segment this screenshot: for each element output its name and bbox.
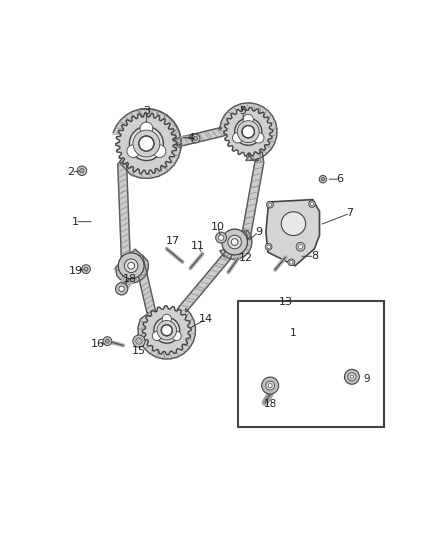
Circle shape <box>222 229 247 255</box>
Circle shape <box>237 120 259 143</box>
Text: 15: 15 <box>132 345 146 356</box>
Circle shape <box>152 332 162 341</box>
Polygon shape <box>266 199 320 266</box>
Circle shape <box>161 325 172 336</box>
Polygon shape <box>244 311 363 426</box>
Circle shape <box>298 245 303 249</box>
Text: 10: 10 <box>211 222 225 232</box>
Circle shape <box>296 243 305 251</box>
Circle shape <box>119 286 124 292</box>
Circle shape <box>133 335 145 347</box>
Circle shape <box>321 177 325 181</box>
Circle shape <box>344 369 359 384</box>
Circle shape <box>290 261 293 264</box>
Circle shape <box>136 338 142 344</box>
Circle shape <box>118 253 144 279</box>
Circle shape <box>154 317 180 343</box>
Circle shape <box>106 339 110 343</box>
Text: 18: 18 <box>122 273 137 284</box>
Text: 5: 5 <box>240 106 247 116</box>
Circle shape <box>350 375 353 378</box>
Circle shape <box>231 239 238 245</box>
Circle shape <box>266 381 275 390</box>
Polygon shape <box>142 306 191 354</box>
Bar <box>238 302 384 427</box>
Circle shape <box>348 373 356 381</box>
Circle shape <box>153 145 166 157</box>
Circle shape <box>139 136 154 151</box>
Polygon shape <box>116 113 177 174</box>
Circle shape <box>268 203 272 206</box>
Circle shape <box>265 244 272 250</box>
Text: 18: 18 <box>264 399 277 409</box>
Circle shape <box>127 145 140 157</box>
Text: 9: 9 <box>363 374 370 384</box>
Text: 13: 13 <box>279 297 293 308</box>
Circle shape <box>261 377 279 394</box>
Circle shape <box>138 340 140 342</box>
Circle shape <box>243 114 254 125</box>
Text: 3: 3 <box>143 106 150 116</box>
Circle shape <box>215 232 226 243</box>
Text: 1: 1 <box>72 216 78 227</box>
Circle shape <box>77 166 87 175</box>
Circle shape <box>139 136 154 151</box>
Circle shape <box>140 122 153 135</box>
Ellipse shape <box>281 212 306 236</box>
Circle shape <box>311 203 314 206</box>
Circle shape <box>254 133 264 143</box>
Circle shape <box>242 126 254 138</box>
Circle shape <box>133 130 160 157</box>
Text: 9: 9 <box>255 227 262 237</box>
Circle shape <box>267 245 270 248</box>
Circle shape <box>235 118 262 146</box>
Text: 4: 4 <box>187 133 194 143</box>
Circle shape <box>191 134 200 143</box>
Circle shape <box>130 127 163 160</box>
Text: 7: 7 <box>346 208 353 218</box>
Circle shape <box>124 259 138 272</box>
Text: 2: 2 <box>67 167 74 177</box>
Circle shape <box>233 133 243 143</box>
Circle shape <box>309 200 315 207</box>
Text: 19: 19 <box>69 266 83 276</box>
Circle shape <box>267 201 273 208</box>
Circle shape <box>288 259 295 266</box>
Circle shape <box>161 325 172 336</box>
Text: 1: 1 <box>290 328 297 338</box>
Circle shape <box>172 332 181 341</box>
Circle shape <box>268 384 272 387</box>
Polygon shape <box>224 107 273 156</box>
Circle shape <box>319 175 327 183</box>
Circle shape <box>162 314 171 324</box>
Text: 16: 16 <box>91 339 105 349</box>
Circle shape <box>219 235 224 240</box>
Text: 17: 17 <box>166 236 180 246</box>
Polygon shape <box>113 103 277 359</box>
Circle shape <box>81 265 90 273</box>
Circle shape <box>84 267 88 271</box>
Circle shape <box>80 168 84 173</box>
Circle shape <box>242 126 254 138</box>
Text: 11: 11 <box>191 241 205 251</box>
Circle shape <box>103 337 112 345</box>
Text: 6: 6 <box>336 174 343 184</box>
Text: 12: 12 <box>238 253 253 263</box>
Circle shape <box>228 235 241 249</box>
Circle shape <box>194 136 198 141</box>
Circle shape <box>116 282 128 295</box>
Circle shape <box>128 262 134 269</box>
Circle shape <box>157 320 177 340</box>
Text: 8: 8 <box>311 251 318 261</box>
Text: 14: 14 <box>199 314 213 325</box>
